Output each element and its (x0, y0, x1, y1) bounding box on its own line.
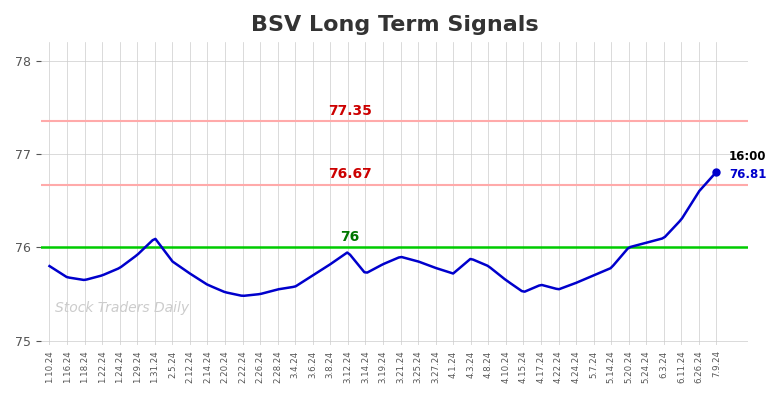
Text: 76: 76 (340, 230, 359, 244)
Text: 76.67: 76.67 (328, 167, 372, 181)
Text: Stock Traders Daily: Stock Traders Daily (55, 301, 189, 315)
Title: BSV Long Term Signals: BSV Long Term Signals (251, 15, 538, 35)
Text: 16:00: 16:00 (729, 150, 766, 163)
Text: 76.81: 76.81 (729, 168, 766, 181)
Text: 77.35: 77.35 (328, 104, 372, 118)
